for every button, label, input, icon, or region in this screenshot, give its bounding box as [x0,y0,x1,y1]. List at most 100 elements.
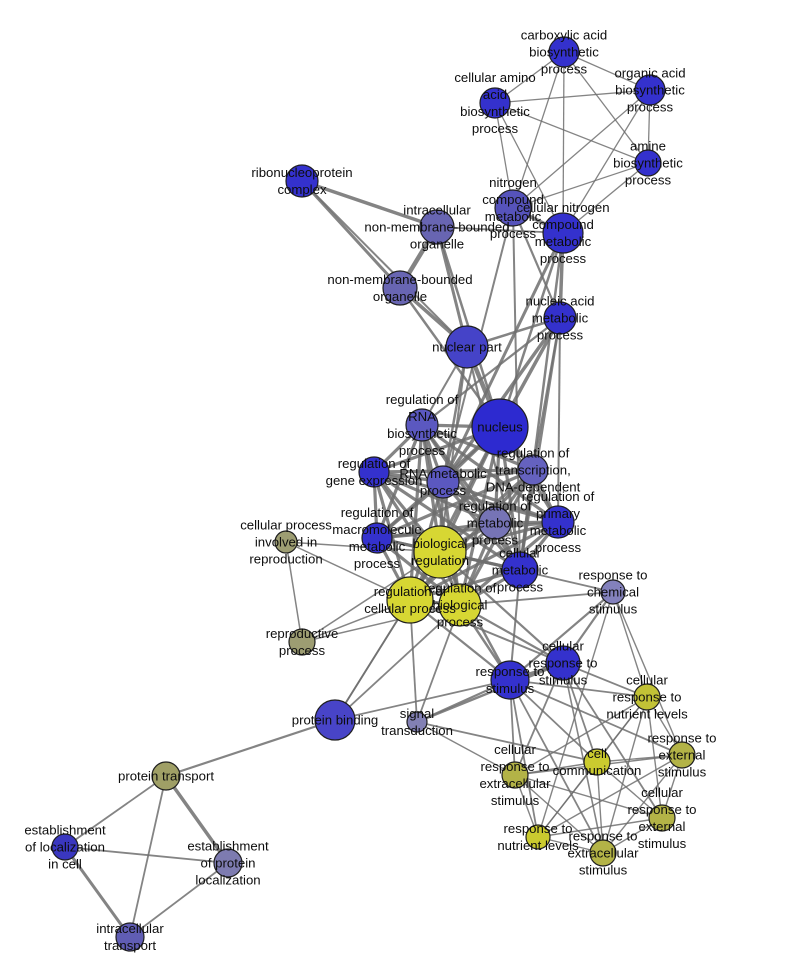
node-cpir[interactable]: cellular process involved in reproductio… [274,530,298,554]
label-regmet: regulation of metabolic process [459,499,532,548]
edge-cpir-repro [285,541,303,643]
node-regmacro[interactable]: regulation of macromolecule metabolic pr… [361,522,393,554]
node-pbind[interactable]: protein binding [314,699,356,741]
node-amine[interactable]: amine biosynthetic process [634,149,662,177]
node-respnl[interactable]: response to nutrient levels [525,824,551,850]
node-respext[interactable]: response to external stimulus [668,741,696,769]
label-regprim: regulation of primary metabolic process [522,489,595,555]
edge-ptrans-intratrans [129,775,167,938]
edge-ptrans-estloc [64,775,167,848]
node-cellrespstim[interactable]: cellular response to stimulus [545,645,581,681]
edge-respchem-crespnl [612,591,648,698]
label-nucleus: nucleus [477,420,523,435]
edge-carboxylic-amine [563,51,649,164]
edge-nucleic-cellmet [518,317,562,571]
label-regrna: regulation of RNA biosynthetic process [386,392,459,458]
node-celnitrogen[interactable]: cellular nitrogen compound metabolic pro… [542,212,584,254]
node-repro[interactable]: reproductive process [288,628,316,656]
label-ptrans: protein transport [118,769,214,784]
node-nmborg[interactable]: non-membrane-bounded organelle [382,270,418,306]
edge-respchem-regbio [459,591,614,606]
node-estloc[interactable]: establishment of localization in cell [51,833,79,861]
node-organic[interactable]: organic acid biosynthetic process [634,74,666,106]
node-regrna[interactable]: regulation of RNA biosynthetic process [405,408,439,442]
edge-respstim-cellcomm [509,679,598,763]
edge-pbind-ptrans [165,718,336,778]
node-regbio[interactable]: regulation of biological process [438,583,482,627]
node-nucleus[interactable]: nucleus [471,398,529,456]
node-estprot[interactable]: establishment of protein localization [213,848,243,878]
node-nitrogen[interactable]: nitrogen compound metabolic process [494,189,532,227]
edge-estloc-intratrans [63,846,132,938]
edge-nuclearpart-rnamet [441,346,469,483]
node-crespnl[interactable]: cellular response to nutrient levels [633,683,661,711]
edge-pbind-regbio [334,604,461,721]
edge-respstim-respext [509,679,683,756]
node-reggene[interactable]: regulation of gene expression [358,456,390,488]
node-intratrans[interactable]: intracellular transport [115,922,145,952]
edge-cellcomm-crespext [596,761,663,819]
edge-nuclearpart-bioreg [439,346,468,553]
edge-crespext-crespnl [646,696,663,819]
edge-repro-regbio [301,604,461,643]
label-cellcomm: cell communication [553,746,642,778]
node-respextra[interactable]: response to extracellular stimulus [589,839,617,867]
label-nitrogen: nitrogen compound metabolic process [482,175,544,241]
node-regcell[interactable]: regulation of cellular process [386,576,434,624]
node-rnp[interactable]: ribonucleoprotein complex [285,164,319,198]
node-cellcomm[interactable]: cell communication [583,748,611,776]
edge-crespextra-crespnl [514,696,648,776]
edge-amino-amine [494,102,649,164]
edge-respstim-respextra [509,679,604,854]
edge-reggene-regmet [373,470,496,525]
label-bioreg: biological regulation [411,536,469,568]
label-repro: reproductive process [266,626,339,658]
edge-celnitrogen-rnamet [441,232,565,483]
node-carboxylic[interactable]: carboxylic acid biosynthetic process [548,36,580,68]
node-bioreg[interactable]: biological regulation [413,525,467,579]
edge-cellrespstim-crespext [562,662,663,819]
edge-carboxylic-organic [563,51,651,91]
edge-celnitrogen-cellmet [518,232,565,571]
edge-crespext-respnl [537,817,663,838]
node-nuclearpart[interactable]: nuclear part [445,325,489,369]
node-respstim[interactable]: response to stimulus [490,660,530,700]
node-intraorg[interactable]: intracellular non-membrane-bounded organ… [419,209,455,245]
node-rnamet[interactable]: RNA metabolic process [426,465,460,499]
label-amine: amine biosynthetic process [613,139,683,188]
node-regtrans[interactable]: regulation of transcription, DNA-depende… [517,454,549,486]
label-cellrespstim: cellular response to stimulus [529,639,598,688]
node-ptrans[interactable]: protein transport [151,761,181,791]
edge-amine-nitrogen [512,162,649,209]
edge-respext-respextra [602,754,683,854]
node-nucleic[interactable]: nucleic acid metabolic process [543,301,577,335]
edge-respchem-respext [612,591,683,756]
edge-respextra-crespnl [602,696,648,854]
node-cellmet[interactable]: cellular metabolic process [501,551,539,589]
node-signal[interactable]: signal transduction [406,711,428,733]
node-amino[interactable]: cellular amino acid biosynthetic process [479,87,511,119]
edge-carboxylic-celnitrogen [562,51,565,234]
label-reggene: regulation of gene expression [326,456,423,488]
edge-rnp-intraorg [301,179,438,229]
label-pbind: protein binding [292,713,379,728]
label-amino: cellular amino acid biosynthetic process [454,70,535,136]
node-regprim[interactable]: regulation of primary metabolic process [541,505,575,539]
edge-cellrespstim-respextra [562,662,604,854]
node-respchem[interactable]: response to chemical stimulus [600,579,626,605]
label-crespnl: cellular response to nutrient levels [606,673,688,722]
node-crespextra[interactable]: cellular response to extracellular stimu… [501,761,529,789]
label-regcell: regulation of cellular process [364,584,456,616]
label-carboxylic: carboxylic acid biosynthetic process [521,28,608,77]
node-regmet[interactable]: regulation of metabolic process [478,506,512,540]
edge-cellcomm-respext [596,754,683,763]
node-crespext[interactable]: cellular response to external stimulus [648,804,676,832]
edge-cellrespstim-bioreg [439,551,564,664]
edge-repro-bioreg [301,551,441,643]
label-nucleic: nucleic acid metabolic process [526,294,595,343]
edge-organic-celnitrogen [562,89,651,234]
label-organic: organic acid biosynthetic process [614,66,685,115]
label-respchem: response to chemical stimulus [579,568,648,617]
label-rnp: ribonucleoprotein complex [251,165,352,197]
